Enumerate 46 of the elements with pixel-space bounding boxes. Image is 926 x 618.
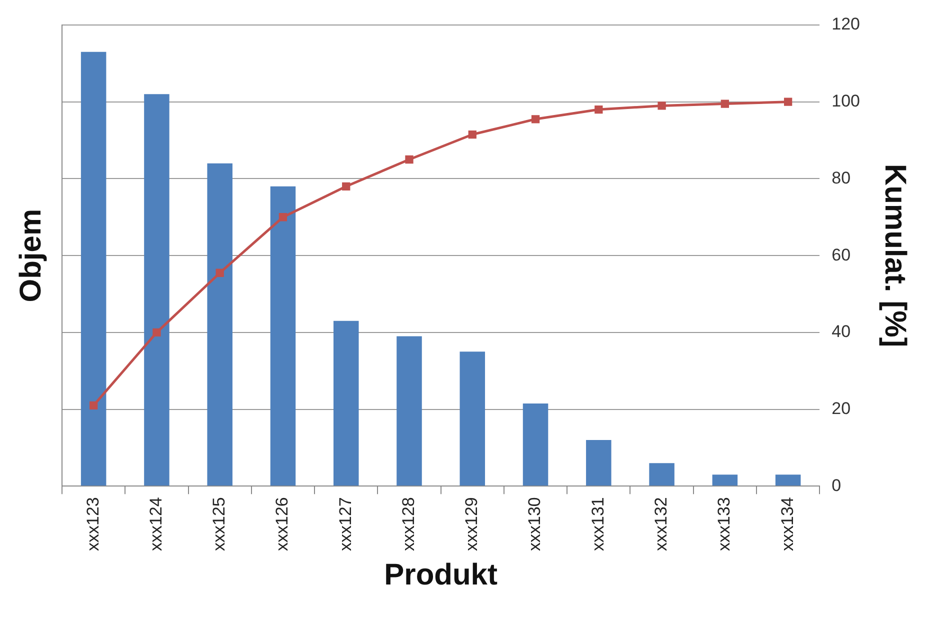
point [468,130,476,139]
bar [586,440,612,486]
point [784,98,792,106]
point [658,102,666,110]
bar [522,404,548,486]
x-tick-label: xxx127 [336,497,355,552]
y2-tick-label: 100 [832,92,860,111]
x-tick-label: xxx124 [146,497,166,552]
point [594,105,603,114]
point [405,155,414,164]
bar [396,336,422,486]
x-tick-label: xxx133 [714,497,734,552]
x-tick-label: xxx125 [210,497,229,552]
point [278,213,288,222]
y2-tick-label: 120 [832,14,860,34]
x-tick-label: xxx126 [272,497,292,552]
bar [270,186,296,486]
x-tick-label: xxx132 [651,497,670,552]
x-tick-label: xxx130 [525,497,544,552]
x-tick-label: xxx129 [462,497,482,552]
bar [333,320,359,486]
bar [144,94,170,486]
y2-tick-label: 80 [832,168,851,188]
y2-tick-label: 60 [832,245,851,264]
y2-tick-label: 0 [832,476,842,495]
y-axis-title: Objem [14,208,48,302]
point [342,182,350,190]
bar [775,474,801,486]
x-axis-title: Produkt [384,558,498,592]
y2-axis-title: Kumulat. [%] [878,164,912,348]
bar [649,463,674,486]
y2-tick-label: 40 [832,322,851,342]
bar [460,352,486,486]
y2-tick-label: 20 [832,398,851,418]
bar [80,52,106,486]
point [216,268,224,277]
bar [207,163,232,486]
x-tick-label: xxx123 [83,497,102,552]
point [152,328,161,337]
bar [712,474,738,486]
point [531,115,540,124]
point [89,401,98,410]
point [720,100,730,108]
x-tick-label: xxx134 [778,497,797,552]
x-tick-label: xxx128 [398,497,418,552]
x-tick-label: xxx131 [588,497,608,552]
